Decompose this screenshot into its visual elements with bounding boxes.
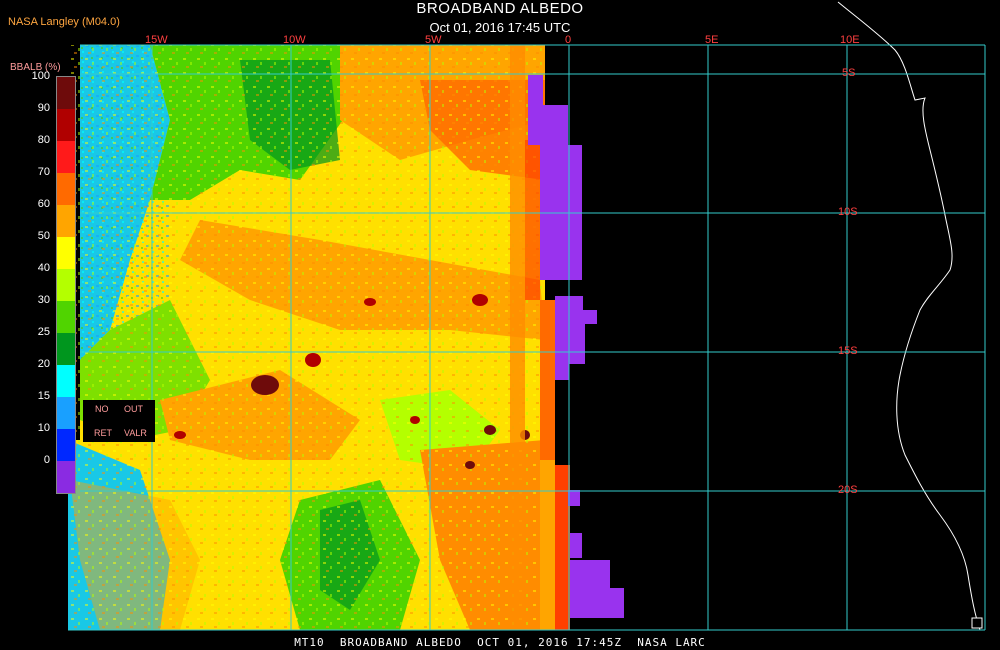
legend-swatch <box>57 365 75 397</box>
high-albedo-cell-5 <box>484 425 496 435</box>
lat-lon-grid <box>68 44 986 631</box>
legend-tick: 25 <box>37 326 50 338</box>
no-ret-label-out: OUT <box>124 404 143 414</box>
high-albedo-cell-9 <box>174 431 186 439</box>
lon-label-5e: 5E <box>705 34 719 46</box>
lat-label-5s: 5S <box>842 67 856 79</box>
legend-tick: 0 <box>43 454 50 466</box>
lon-label-0: 0 <box>565 34 572 46</box>
no-ret-label-ret: RET <box>94 428 112 438</box>
high-albedo-cell-8 <box>410 416 420 424</box>
color-legend <box>56 76 76 494</box>
legend-tick: 90 <box>37 102 50 114</box>
legend-tick: 100 <box>31 70 50 82</box>
legend-tick: 20 <box>37 358 50 370</box>
lon-label-10w: 10W <box>283 34 306 46</box>
legend-tick: 15 <box>37 390 50 402</box>
high-albedo-cell-7 <box>465 461 475 469</box>
no-ret-label-valr: VALR <box>124 428 147 438</box>
no-ret-label-no: NO <box>95 404 109 414</box>
no-retrieval-edge <box>528 75 624 618</box>
legend-swatch <box>57 141 75 173</box>
lat-label-20s: 20S <box>838 484 858 496</box>
coastline <box>837 1 981 631</box>
producer-label: NASA Langley (M04.0) <box>8 16 120 28</box>
legend-swatch <box>57 173 75 205</box>
corner-marker <box>971 617 983 629</box>
map-timestamp: Oct 01, 2016 17:45 UTC <box>429 20 571 35</box>
legend-swatch <box>57 109 75 141</box>
legend-swatch <box>57 429 75 461</box>
legend-tick: 60 <box>37 198 50 210</box>
legend-swatch <box>57 237 75 269</box>
legend-swatch <box>57 397 75 429</box>
high-albedo-cell-4 <box>364 298 376 306</box>
map-title: BROADBAND ALBEDO <box>416 0 584 17</box>
lon-label-5w: 5W <box>425 34 442 46</box>
legend-tick: 50 <box>37 230 50 242</box>
legend-tick: 40 <box>37 262 50 274</box>
lon-label-15w: 15W <box>145 34 168 46</box>
no-retrieval-key: NO OUT RET VALR <box>83 400 155 442</box>
high-albedo-cell-3 <box>472 294 488 306</box>
legend-tick: 10 <box>37 422 50 434</box>
legend-tick: 80 <box>37 134 50 146</box>
legend-swatch <box>57 301 75 333</box>
legend-swatch <box>57 205 75 237</box>
lon-label-10e: 10E <box>840 34 860 46</box>
legend-swatch <box>57 77 75 109</box>
legend-swatch <box>57 269 75 301</box>
legend-swatch <box>57 461 75 493</box>
high-albedo-cell-1 <box>251 375 279 395</box>
legend-tick: 70 <box>37 166 50 178</box>
legend-tick: 30 <box>37 294 50 306</box>
legend-units: BBALB (%) <box>10 62 61 73</box>
legend-swatch <box>57 333 75 365</box>
lat-label-15s: 15S <box>838 345 858 357</box>
cloud-field <box>68 45 570 630</box>
high-albedo-cell-2 <box>305 353 321 367</box>
footer-caption: MT10 BROADBAND ALBEDO OCT 01, 2016 17:45… <box>294 636 706 649</box>
lat-label-10s: 10S <box>838 206 858 218</box>
